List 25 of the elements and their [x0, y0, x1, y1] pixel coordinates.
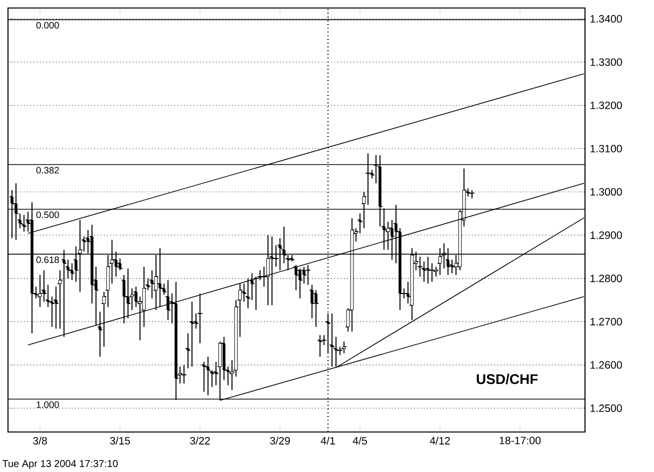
y-tick-label: 1.3300 [590, 58, 622, 66]
y-tick-label: 1.3400 [590, 15, 622, 23]
y-tick-label: 1.2600 [590, 361, 622, 369]
annotation: 0.382 [36, 166, 59, 174]
y-tick-label: 1.3200 [590, 102, 622, 110]
annotation: 0.618 [36, 256, 59, 264]
x-tick-label: 4/1 [320, 436, 335, 445]
annotation: 0.000 [36, 22, 59, 29]
y-tick-label: 1.3100 [590, 144, 622, 152]
x-tick-label: 3/29 [270, 436, 290, 445]
text: USD/CHF [476, 374, 538, 384]
y-tick-label: 1.2500 [590, 404, 622, 412]
x-tick-label: 3/22 [190, 436, 210, 445]
x-tick-label: 4/5 [352, 436, 367, 445]
annotation: 0.500 [36, 211, 59, 218]
y-tick-label: 1.2800 [590, 274, 622, 282]
annotation: 1.000 [36, 401, 59, 408]
text: Tue Apr 13 2004 17:37:10 [2, 460, 118, 470]
x-tick-label: 3/15 [110, 436, 130, 445]
y-tick-label: 1.3000 [590, 188, 622, 196]
x-tick-label: 18-17:00 [500, 436, 541, 444]
x-tick-label: 4/12 [430, 436, 450, 445]
x-tick-label: 3/8 [32, 436, 47, 445]
y-tick-label: 1.2700 [590, 318, 622, 326]
y-tick-label: 1.2900 [590, 231, 622, 239]
